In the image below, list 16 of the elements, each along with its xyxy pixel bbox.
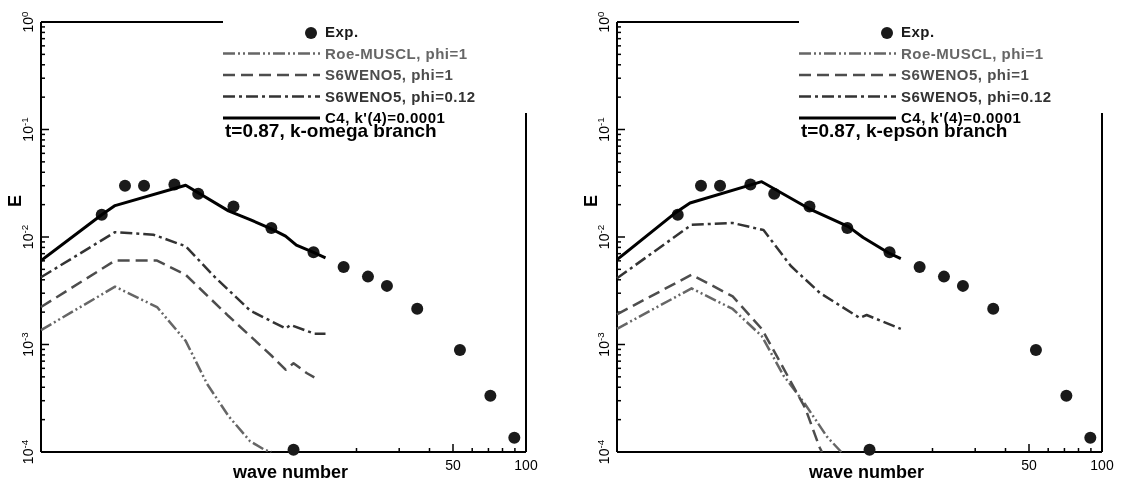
- text: Roe-MUSCL, phi=1: [325, 44, 468, 62]
- text: Roe-MUSCL, phi=1: [901, 44, 1044, 62]
- text: S6WENO5, phi=0.12: [901, 87, 1052, 105]
- y-axis-title: E: [581, 194, 601, 208]
- x-axis-title: wave number: [231, 462, 349, 482]
- text: S6WENO5, phi=1: [325, 66, 454, 83]
- x-tick-label: 100: [1090, 457, 1114, 473]
- text: S6WENO5, phi=0.12: [325, 87, 476, 105]
- x-tick-label: 50: [445, 457, 461, 473]
- y-axis-title: E: [5, 194, 25, 208]
- legend-label: Exp.: [325, 23, 359, 40]
- legend-label: Exp.: [901, 23, 935, 40]
- x-tick-label: 100: [514, 457, 538, 473]
- text: S6WENO5, phi=1: [901, 66, 1030, 83]
- x-tick-label: 50: [1021, 457, 1037, 473]
- x-axis-title: wave number: [807, 462, 925, 482]
